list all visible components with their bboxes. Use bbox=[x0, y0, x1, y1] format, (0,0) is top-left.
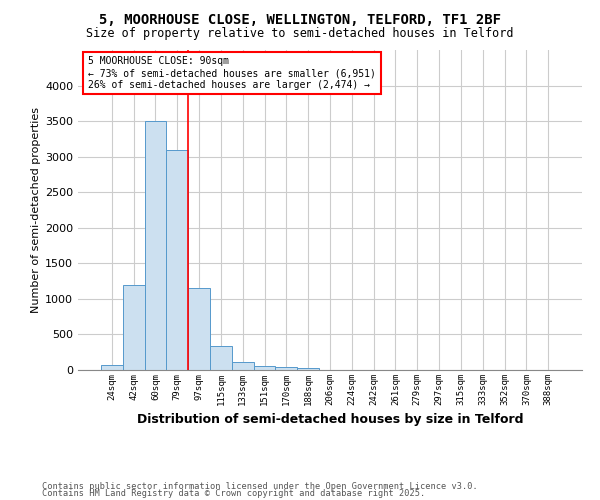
Y-axis label: Number of semi-detached properties: Number of semi-detached properties bbox=[31, 107, 41, 313]
Bar bbox=[123, 284, 145, 370]
Text: 5, MOORHOUSE CLOSE, WELLINGTON, TELFORD, TF1 2BF: 5, MOORHOUSE CLOSE, WELLINGTON, TELFORD,… bbox=[99, 12, 501, 26]
X-axis label: Distribution of semi-detached houses by size in Telford: Distribution of semi-detached houses by … bbox=[137, 414, 523, 426]
Bar bbox=[145, 121, 166, 370]
Bar bbox=[297, 368, 319, 370]
Bar bbox=[254, 366, 275, 370]
Bar bbox=[188, 288, 210, 370]
Text: Contains HM Land Registry data © Crown copyright and database right 2025.: Contains HM Land Registry data © Crown c… bbox=[42, 488, 425, 498]
Bar bbox=[166, 150, 188, 370]
Bar bbox=[232, 362, 254, 370]
Text: 5 MOORHOUSE CLOSE: 90sqm
← 73% of semi-detached houses are smaller (6,951)
26% o: 5 MOORHOUSE CLOSE: 90sqm ← 73% of semi-d… bbox=[88, 56, 376, 90]
Bar bbox=[101, 364, 123, 370]
Bar bbox=[275, 367, 297, 370]
Text: Contains public sector information licensed under the Open Government Licence v3: Contains public sector information licen… bbox=[42, 482, 478, 491]
Bar bbox=[210, 346, 232, 370]
Text: Size of property relative to semi-detached houses in Telford: Size of property relative to semi-detach… bbox=[86, 28, 514, 40]
